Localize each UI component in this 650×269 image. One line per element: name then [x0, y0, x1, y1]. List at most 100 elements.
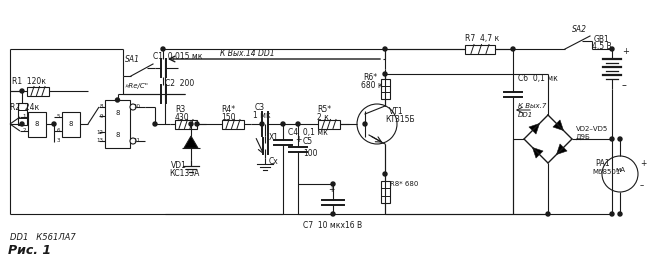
Text: К Вых.7: К Вых.7 — [518, 103, 547, 109]
Text: 1 мк: 1 мк — [253, 111, 271, 121]
Text: R8* 680: R8* 680 — [390, 181, 419, 187]
Text: мА: мА — [615, 167, 625, 173]
Text: R7  4,7 к: R7 4,7 к — [465, 34, 499, 44]
Circle shape — [161, 47, 165, 51]
Text: R2  24к: R2 24к — [10, 102, 39, 111]
Text: SA1: SA1 — [125, 55, 140, 65]
Text: 2 к: 2 к — [317, 114, 329, 122]
Polygon shape — [556, 144, 567, 154]
Text: 4,5 В: 4,5 В — [592, 43, 612, 51]
Circle shape — [610, 47, 614, 51]
Circle shape — [618, 212, 622, 216]
Bar — [318, 119, 340, 129]
Text: 10: 10 — [133, 104, 140, 109]
Circle shape — [130, 104, 136, 110]
Text: 150: 150 — [221, 114, 235, 122]
Text: VD2–VD5: VD2–VD5 — [576, 126, 608, 132]
Text: Рис. 1: Рис. 1 — [8, 245, 51, 257]
Bar — [28, 111, 46, 136]
Circle shape — [610, 212, 614, 216]
Circle shape — [331, 212, 335, 216]
Bar — [175, 119, 197, 129]
Circle shape — [20, 122, 24, 126]
Text: 12: 12 — [96, 129, 103, 134]
Circle shape — [260, 122, 264, 126]
Text: –: – — [640, 182, 644, 190]
Text: РА1: РА1 — [595, 160, 610, 168]
Text: 8: 8 — [99, 104, 103, 109]
Text: 6: 6 — [57, 129, 60, 133]
Circle shape — [383, 47, 387, 51]
Circle shape — [511, 47, 515, 51]
Circle shape — [130, 138, 136, 144]
Text: C1  0,015 мк: C1 0,015 мк — [153, 51, 203, 61]
Bar — [105, 100, 130, 148]
Text: C4  0,1 мк: C4 0,1 мк — [288, 128, 328, 136]
Circle shape — [610, 137, 614, 141]
Circle shape — [52, 122, 56, 126]
Text: 680 к: 680 к — [361, 80, 383, 90]
Text: R4*: R4* — [221, 105, 235, 115]
Circle shape — [153, 122, 157, 126]
Text: GB1: GB1 — [594, 34, 610, 44]
Bar — [380, 79, 389, 99]
Text: C7  10 мкх16 В: C7 10 мкх16 В — [303, 221, 362, 231]
Text: R1  120к: R1 120к — [12, 76, 46, 86]
Text: М68501: М68501 — [592, 169, 620, 175]
Text: R5*: R5* — [317, 105, 331, 115]
Circle shape — [546, 212, 550, 216]
Text: 1: 1 — [23, 115, 26, 119]
Text: SA2: SA2 — [572, 24, 587, 34]
Polygon shape — [532, 147, 543, 158]
Text: Cx: Cx — [269, 158, 279, 167]
Circle shape — [331, 182, 335, 186]
Text: 2: 2 — [23, 129, 26, 133]
Text: КТ315Б: КТ315Б — [385, 115, 415, 125]
Text: К Вых.14 DD1: К Вых.14 DD1 — [220, 48, 274, 58]
Text: 9: 9 — [99, 114, 103, 119]
Text: »Re/C": »Re/C" — [125, 83, 149, 89]
Text: 5: 5 — [57, 115, 60, 119]
Circle shape — [195, 122, 199, 126]
Bar — [222, 119, 244, 129]
Text: 11: 11 — [133, 139, 140, 143]
Circle shape — [383, 172, 387, 176]
Polygon shape — [529, 123, 539, 134]
Circle shape — [363, 122, 367, 126]
Text: Д9Б: Д9Б — [576, 134, 591, 140]
Text: 8: 8 — [34, 121, 39, 127]
Text: C5: C5 — [303, 136, 313, 146]
Text: 8: 8 — [115, 110, 120, 116]
Bar — [465, 44, 495, 54]
Circle shape — [116, 98, 120, 102]
Text: 3: 3 — [57, 139, 60, 143]
Text: Х1: Х1 — [269, 133, 279, 143]
Text: +: + — [640, 160, 646, 168]
Polygon shape — [553, 120, 564, 130]
Polygon shape — [184, 136, 198, 148]
Text: 8: 8 — [115, 132, 120, 138]
Circle shape — [383, 72, 387, 76]
Text: КС133А: КС133А — [169, 169, 200, 179]
Text: R3: R3 — [175, 105, 185, 115]
Text: DD1   К561ЛА7: DD1 К561ЛА7 — [10, 232, 76, 242]
Text: 13: 13 — [96, 139, 103, 143]
Text: –: – — [622, 80, 627, 90]
Bar — [18, 103, 27, 125]
Circle shape — [189, 122, 193, 126]
Text: С6  0,1 мк: С6 0,1 мк — [518, 75, 558, 83]
Text: DD1: DD1 — [518, 112, 533, 118]
Bar — [27, 87, 49, 95]
Bar — [380, 181, 389, 203]
Circle shape — [296, 122, 300, 126]
Circle shape — [618, 137, 622, 141]
Text: R6*: R6* — [363, 73, 377, 82]
Text: VD1: VD1 — [171, 161, 187, 171]
Text: +: + — [622, 47, 629, 55]
Text: +: + — [295, 134, 302, 143]
Circle shape — [20, 89, 24, 93]
Circle shape — [281, 122, 285, 126]
Text: 100: 100 — [303, 148, 317, 158]
Text: 430: 430 — [175, 114, 190, 122]
Text: +: + — [328, 186, 334, 194]
